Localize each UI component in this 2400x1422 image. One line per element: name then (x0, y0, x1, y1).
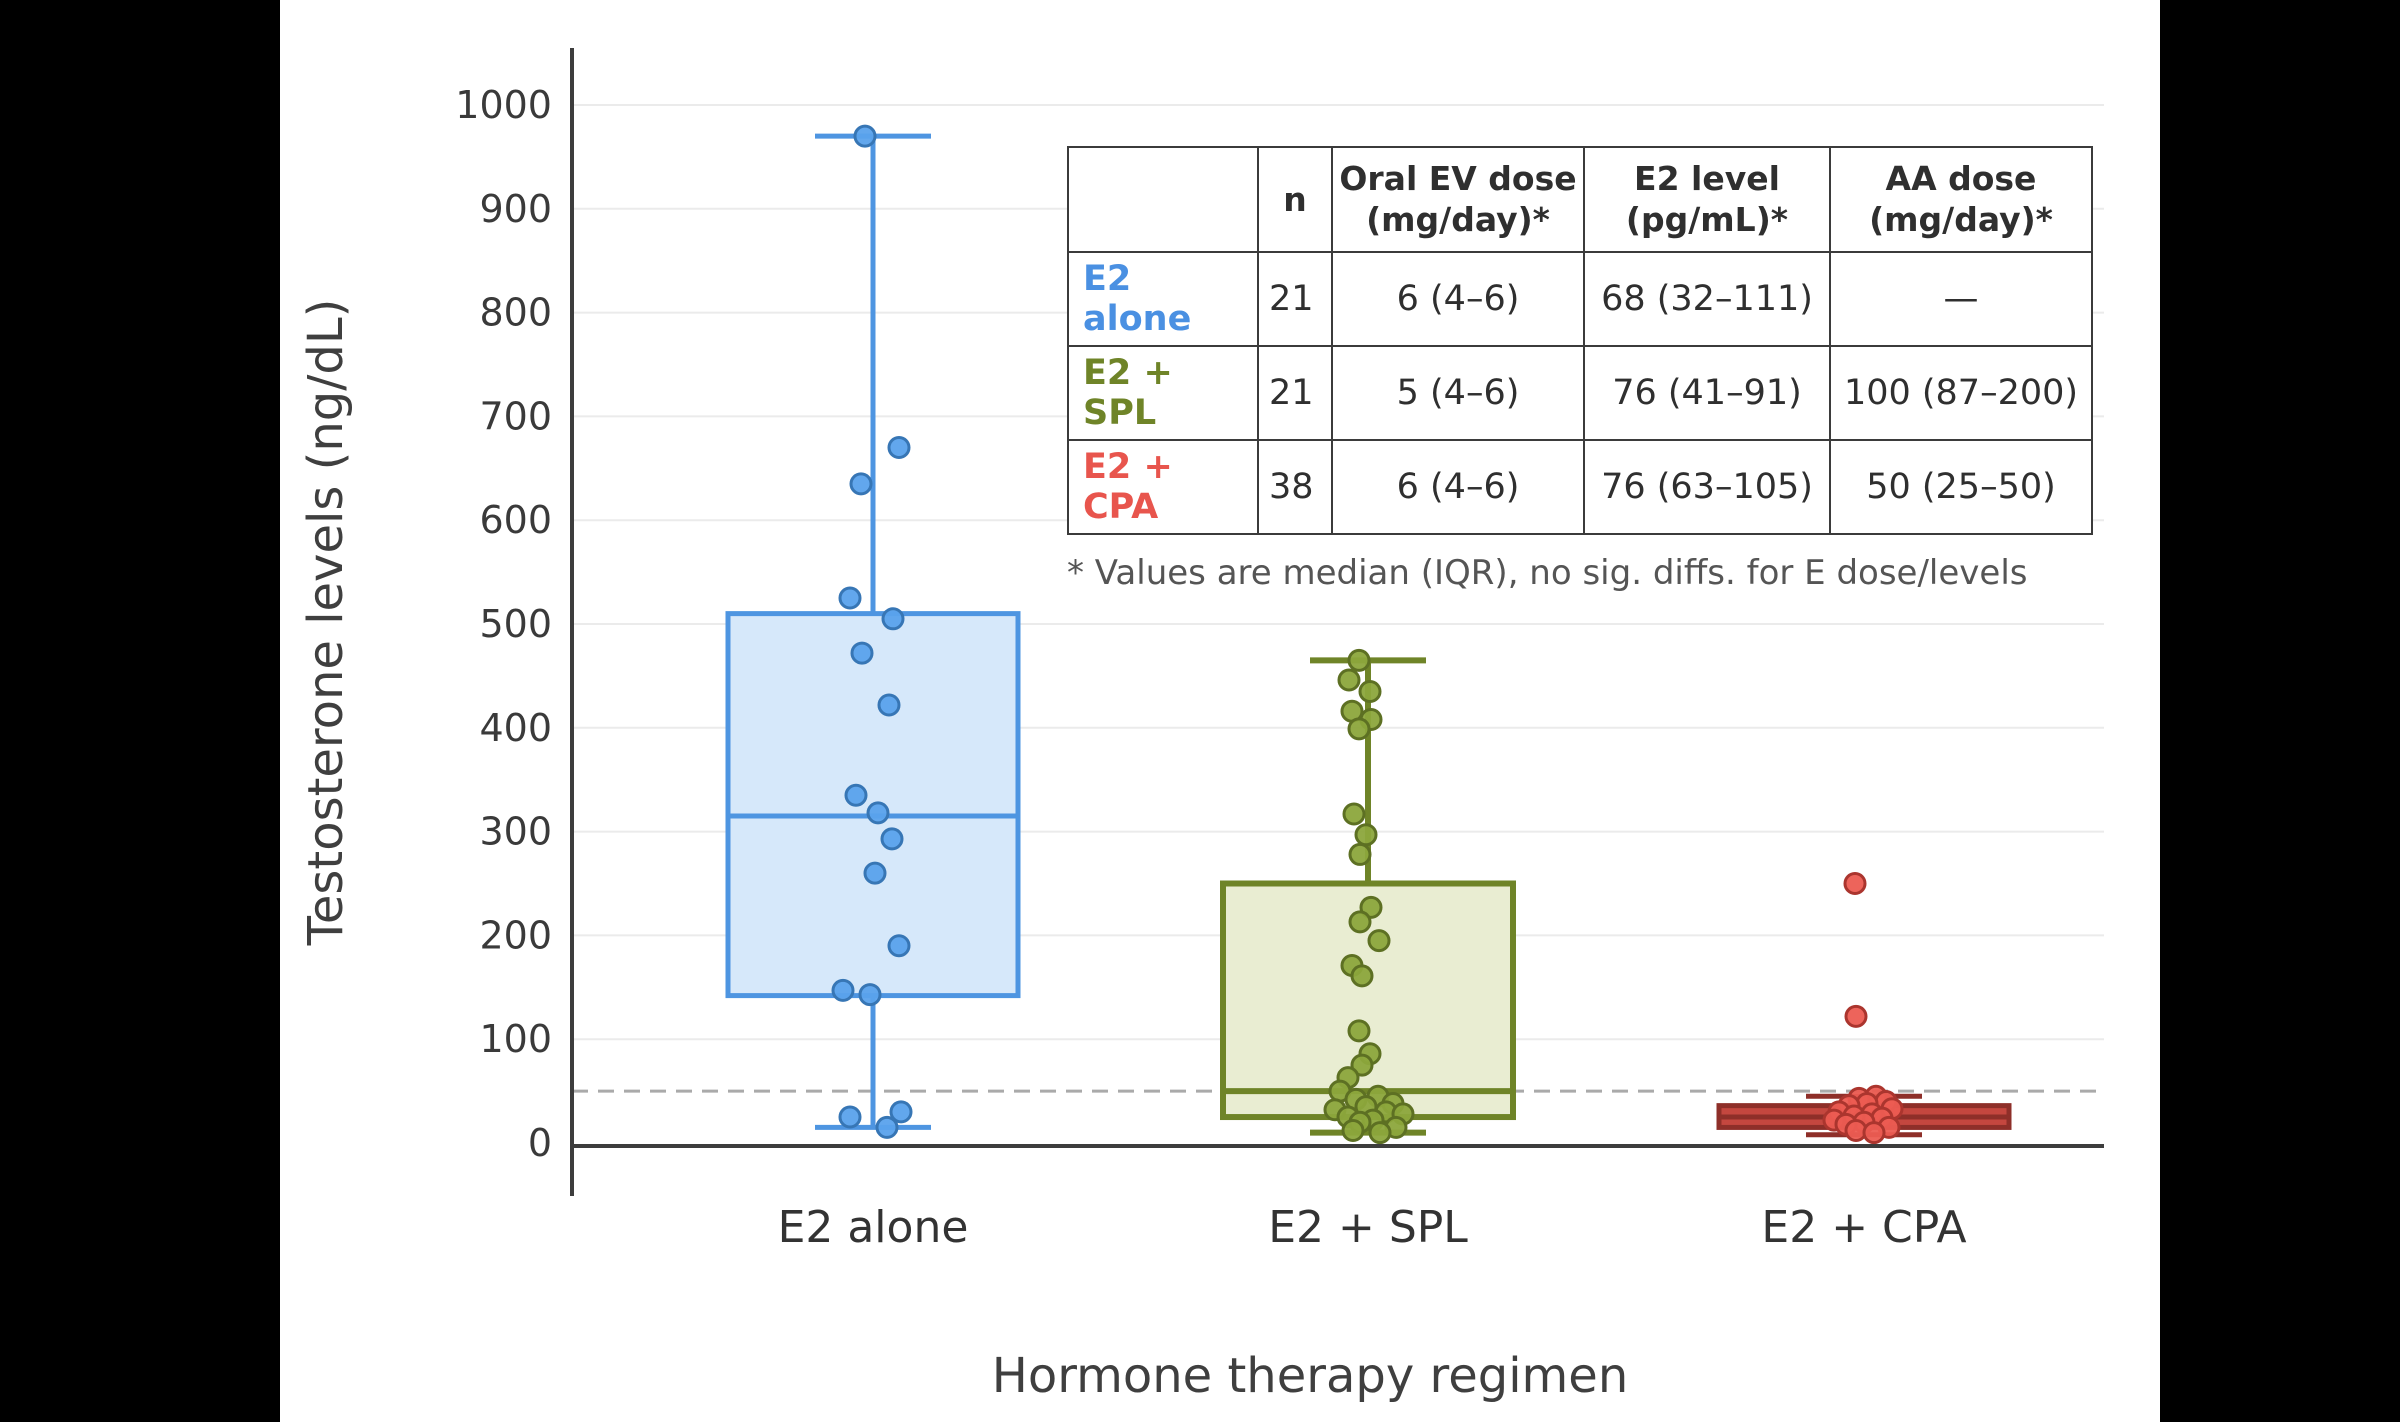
data-point (850, 641, 874, 665)
data-point (844, 783, 868, 807)
data-point (831, 978, 855, 1002)
table-cell: 6 (4–6) (1331, 438, 1585, 535)
data-point (1348, 910, 1372, 934)
data-point (1358, 679, 1382, 703)
table-cell: — (1829, 250, 2093, 347)
chart-panel: 0 100 200 300 400 500 600 700 800 900 1000 E2 alone… (280, 0, 2160, 1422)
svg-text:E2 + SPL: E2 + SPL (1268, 1202, 1468, 1253)
box-group-e2-cpa (1716, 872, 2012, 1145)
table-header-cell: AA dose (mg/day)* (1829, 146, 2093, 253)
table-row: E2 alone 21 6 (4–6) 68 (32–111) — (1067, 250, 2093, 347)
svg-text:0: 0 (528, 1121, 552, 1165)
table-row: E2 + CPA 38 6 (4–6) 76 (63–105) 50 (25–50) (1067, 438, 2093, 535)
y-tick-labels: 0 100 200 300 400 500 600 700 800 900 1000 (455, 83, 552, 1165)
table-footnote: * Values are median (IQR), no sig. diffs… (1067, 552, 2028, 593)
table-cell: 50 (25–50) (1829, 438, 2093, 535)
x-category-labels: E2 alone E2 + SPL E2 + CPA (778, 1202, 1967, 1253)
data-point (1367, 929, 1391, 953)
svg-text:900: 900 (479, 187, 552, 231)
svg-text:300: 300 (479, 810, 552, 854)
table-cell: 21 (1257, 250, 1333, 347)
data-point (838, 586, 862, 610)
summary-table: n Oral EV dose (mg/day)* E2 level (pg/mL)*… (1067, 146, 2093, 535)
table-row-label: E2 + CPA (1067, 438, 1259, 535)
summary-inset: n Oral EV dose (mg/day)* E2 level (pg/mL)*… (1067, 146, 2097, 593)
data-point (863, 861, 887, 885)
table-cell: 21 (1257, 344, 1333, 441)
data-point (1354, 823, 1378, 847)
data-point (1368, 1121, 1392, 1145)
y-axis-title: Testosterone levels (ng/dL) (298, 299, 354, 947)
data-point (858, 983, 882, 1007)
data-point (1347, 648, 1371, 672)
data-point (887, 934, 911, 958)
boxplot-chart: 0 100 200 300 400 500 600 700 800 900 1000 E2 alone… (298, 48, 2104, 1404)
data-point (889, 1100, 913, 1124)
data-point (838, 1105, 862, 1129)
box-group-e2-spl (1220, 648, 1516, 1145)
data-point (1350, 1053, 1374, 1077)
svg-text:500: 500 (479, 602, 552, 646)
data-point (1843, 872, 1867, 895)
table-row-label: E2 alone (1067, 250, 1259, 347)
data-point (1341, 1119, 1365, 1143)
svg-text:E2 alone: E2 alone (778, 1202, 969, 1253)
data-point (875, 1115, 899, 1139)
svg-text:1000: 1000 (455, 83, 552, 127)
data-point (1862, 1121, 1886, 1145)
table-header-cell (1067, 146, 1259, 253)
table-row: E2 + SPL 21 5 (4–6) 76 (41–91) 100 (87–200) (1067, 344, 2093, 441)
table-cell: 68 (32–111) (1583, 250, 1831, 347)
table-header-cell: Oral EV dose (mg/day)* (1331, 146, 1585, 253)
data-point (880, 827, 904, 851)
table-cell: 5 (4–6) (1331, 344, 1585, 441)
svg-text:100: 100 (479, 1017, 552, 1061)
data-point (881, 607, 905, 631)
data-point (853, 124, 877, 148)
data-point (1347, 717, 1371, 741)
data-point (866, 801, 890, 825)
data-point (1348, 842, 1372, 866)
svg-text:600: 600 (479, 498, 552, 542)
x-axis-title: Hormone therapy regimen (992, 1348, 1628, 1404)
data-point (1347, 1019, 1371, 1043)
data-point (1844, 1004, 1868, 1028)
table-cell: 76 (63–105) (1583, 438, 1831, 535)
data-point (887, 436, 911, 460)
data-point (849, 472, 873, 496)
table-header-cell: n (1257, 146, 1333, 253)
table-cell: 100 (87–200) (1829, 344, 2093, 441)
table-row-label: E2 + SPL (1067, 344, 1259, 441)
table-cell: 6 (4–6) (1331, 250, 1585, 347)
table-header-cell: E2 level (pg/mL)* (1583, 146, 1831, 253)
table-cell: 38 (1257, 438, 1333, 535)
svg-text:400: 400 (479, 706, 552, 750)
svg-text:800: 800 (479, 291, 552, 335)
table-cell: 76 (41–91) (1583, 344, 1831, 441)
svg-text:E2 + CPA: E2 + CPA (1761, 1202, 1966, 1253)
data-point (1350, 964, 1374, 988)
data-point (1342, 802, 1366, 826)
data-point (877, 693, 901, 717)
svg-text:700: 700 (479, 394, 552, 438)
svg-text:200: 200 (479, 913, 552, 957)
box-group-e2-alone (725, 124, 1021, 1139)
data-point (1337, 668, 1361, 692)
